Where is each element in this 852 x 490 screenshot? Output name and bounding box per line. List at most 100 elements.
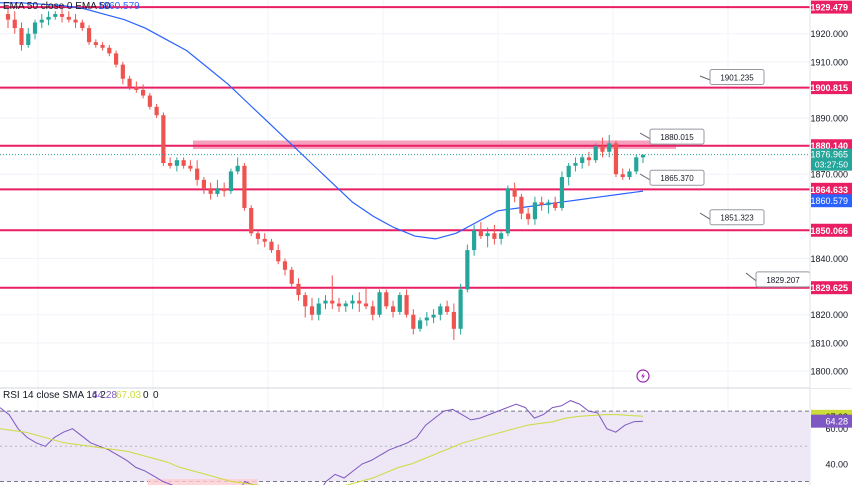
- candle-body: [208, 188, 213, 194]
- candle-body: [120, 64, 125, 79]
- candle-body: [249, 207, 254, 234]
- candle: [451, 303, 456, 341]
- candle-body: [424, 317, 429, 321]
- candle: [127, 75, 132, 90]
- candle: [472, 224, 477, 256]
- candle: [107, 44, 112, 57]
- candle: [478, 222, 483, 239]
- candle-body: [397, 295, 402, 312]
- candle-body: [235, 165, 240, 172]
- candle: [228, 168, 234, 194]
- candle: [303, 292, 308, 318]
- candle-body: [411, 314, 416, 329]
- last-price-text: 1876.965: [810, 150, 848, 160]
- candle-body: [80, 22, 85, 29]
- candle-body: [566, 165, 571, 178]
- candle: [390, 300, 396, 318]
- candle: [586, 151, 592, 166]
- candle-body: [26, 33, 31, 45]
- level-badge-0: [811, 0, 852, 14]
- candle-body: [553, 202, 558, 208]
- candle-body: [370, 306, 375, 315]
- candle: [593, 143, 598, 163]
- callout-box: [709, 209, 765, 226]
- candle: [613, 140, 619, 178]
- candle: [242, 162, 247, 211]
- resistance-zone: [193, 140, 676, 149]
- rsi-tick-0: 60.00: [825, 424, 848, 434]
- candle: [181, 157, 186, 169]
- candle-body: [154, 106, 159, 116]
- candle: [397, 292, 402, 315]
- candle: [168, 157, 173, 169]
- candle: [46, 11, 51, 26]
- rsi-legend-label: RSI 14 close SMA 14 2: [3, 390, 106, 401]
- candle: [296, 278, 301, 301]
- candle: [640, 154, 646, 163]
- candle-body: [627, 171, 632, 178]
- support-resistance-levels[interactable]: [0, 6, 810, 289]
- candle: [620, 168, 625, 180]
- candle-body: [296, 283, 301, 296]
- candle: [188, 160, 193, 172]
- candle-body: [586, 157, 592, 161]
- candle-body: [201, 179, 206, 189]
- candle-body: [147, 95, 152, 107]
- candle: [323, 295, 328, 310]
- candle-body: [134, 87, 139, 90]
- candle-body: [86, 28, 92, 43]
- candle: [12, 11, 17, 34]
- callout-3: 1851.323: [699, 209, 765, 226]
- candle-body: [417, 320, 423, 329]
- candle: [235, 157, 240, 175]
- candle: [627, 168, 632, 180]
- candle-body: [32, 22, 38, 34]
- candle-body: [613, 143, 619, 175]
- candle-body: [303, 295, 308, 307]
- sma-legend-value: 67.03: [116, 390, 141, 401]
- price-tick-7: 1820.000: [810, 310, 848, 320]
- candle-body: [607, 143, 612, 152]
- candle: [100, 42, 105, 51]
- candle-body: [59, 14, 65, 17]
- candle-body: [499, 233, 504, 239]
- candle: [404, 289, 409, 318]
- candle: [262, 233, 267, 248]
- candle-body: [222, 188, 227, 192]
- candle: [438, 303, 443, 321]
- candle-body: [73, 19, 78, 23]
- candle-body: [546, 202, 551, 206]
- candle: [377, 289, 382, 318]
- candles: [5, 8, 646, 341]
- candle: [370, 300, 375, 321]
- candle: [215, 179, 220, 197]
- candle: [505, 185, 510, 237]
- callout-box: [709, 68, 765, 85]
- candle-body: [363, 303, 369, 307]
- callout-0: 1901.235: [699, 68, 765, 85]
- price-tick-0: 1920.000: [810, 29, 848, 39]
- candle-body: [343, 303, 348, 307]
- candle: [134, 81, 139, 93]
- level-badge-text-1: 1900.815: [810, 83, 848, 93]
- candle: [559, 171, 565, 211]
- candle: [566, 162, 571, 186]
- candle-body: [330, 300, 335, 304]
- lightning-icon[interactable]: [636, 369, 650, 383]
- candle-body: [262, 238, 267, 242]
- callout-label: 1901.235: [720, 73, 754, 82]
- main-legend: EMA 50 close 0 EMA 50 1860.579: [3, 1, 140, 12]
- candle-body: [438, 306, 443, 315]
- rsi-oversold-fill: [148, 479, 258, 485]
- candle: [120, 61, 125, 85]
- candle: [113, 50, 119, 68]
- candle: [255, 230, 261, 245]
- candle-body: [5, 14, 11, 20]
- candle: [492, 224, 497, 245]
- callout-1: 1880.015: [639, 128, 705, 145]
- candle: [512, 182, 517, 203]
